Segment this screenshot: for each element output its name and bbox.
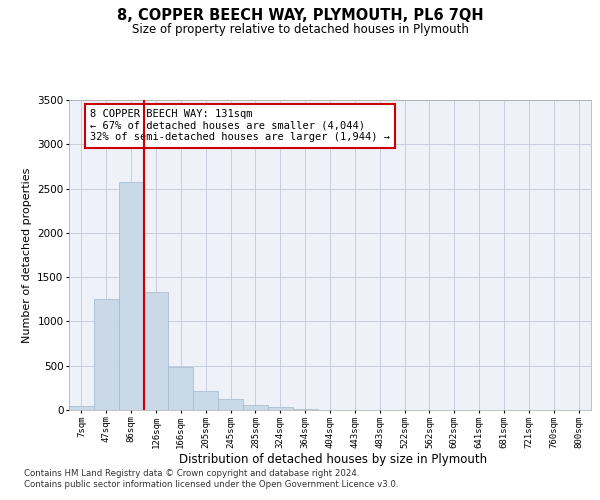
Bar (218, 400, 243, 410)
Text: Contains HM Land Registry data © Crown copyright and database right 2024.: Contains HM Land Registry data © Crown c… (24, 468, 359, 477)
Bar (69, 406, 94, 410)
Bar (94, 300, 119, 410)
Text: Distribution of detached houses by size in Plymouth: Distribution of detached houses by size … (179, 452, 487, 466)
Text: Size of property relative to detached houses in Plymouth: Size of property relative to detached ho… (131, 22, 469, 36)
Bar (293, 409, 317, 410)
Text: 8 COPPER BEECH WAY: 131sqm
← 67% of detached houses are smaller (4,044)
32% of s: 8 COPPER BEECH WAY: 131sqm ← 67% of deta… (90, 110, 390, 142)
Bar (169, 366, 193, 410)
Y-axis label: Number of detached properties: Number of detached properties (22, 168, 32, 342)
Text: Contains public sector information licensed under the Open Government Licence v3: Contains public sector information licen… (24, 480, 398, 489)
Bar (243, 404, 268, 410)
Bar (119, 182, 143, 410)
Bar (143, 292, 169, 410)
Text: 8, COPPER BEECH WAY, PLYMOUTH, PL6 7QH: 8, COPPER BEECH WAY, PLYMOUTH, PL6 7QH (116, 8, 484, 22)
Bar (193, 392, 218, 410)
Bar (268, 408, 293, 410)
